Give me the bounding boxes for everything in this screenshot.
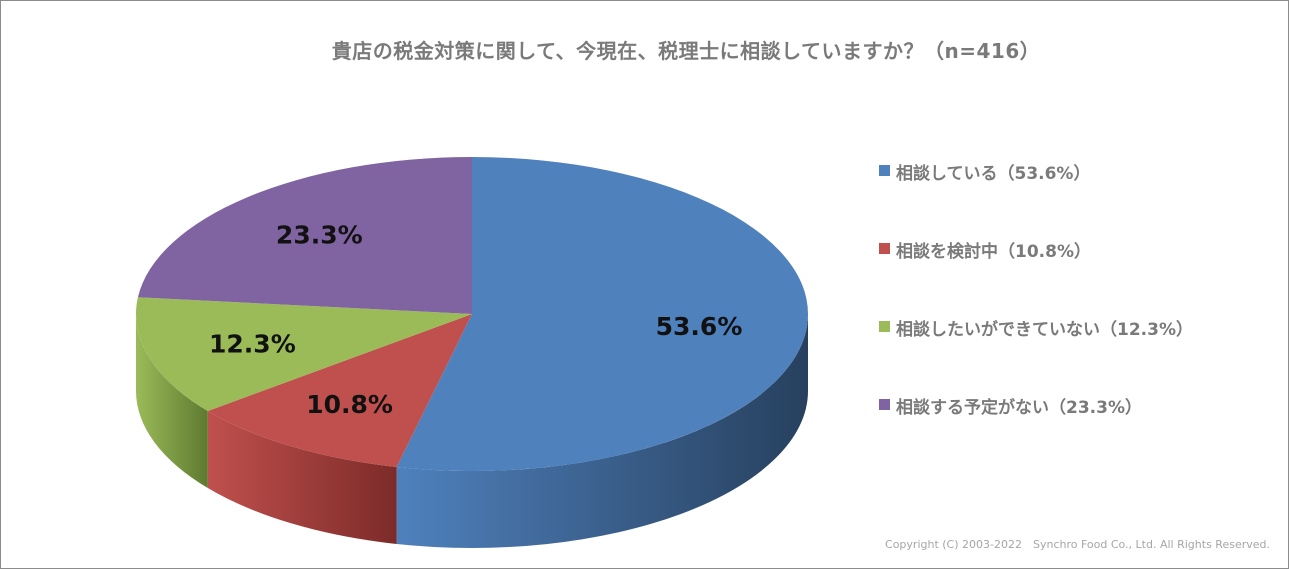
pie-side-want-but-cannot [136, 314, 208, 489]
pie-slice-no-plan [137, 157, 473, 314]
data-label-want-but-cannot: 12.3% [209, 329, 296, 358]
legend-swatch-consulting [879, 165, 890, 176]
legend-swatch-no-plan [879, 399, 890, 410]
data-label-considering: 10.8% [306, 390, 393, 419]
data-label-consulting: 53.6% [656, 312, 743, 341]
legend-swatch-want-but-cannot [879, 321, 890, 332]
legend-label-considering: 相談を検討中（10.8%） [896, 242, 1091, 262]
legend-swatch-considering [879, 243, 890, 254]
chart-title: 貴店の税金対策に関して、今現在、税理士に相談していますか？（n=416） [331, 39, 1041, 63]
pie-slice-want-but-cannot [136, 297, 472, 412]
pie-side-consulting [396, 314, 808, 548]
legend-label-no-plan: 相談する予定がない（23.3%） [896, 398, 1142, 418]
legend-label-want-but-cannot: 相談したいができていない（12.3%） [896, 320, 1193, 340]
copyright-notice: Copyright (C) 2003-2022 Synchro Food Co.… [885, 538, 1270, 551]
data-label-no-plan: 23.3% [276, 221, 363, 250]
pie-side-considering [207, 411, 397, 545]
pie-slice-considering [207, 314, 473, 468]
pie-slice-consulting [396, 157, 808, 471]
legend-label-consulting: 相談している（53.6%） [896, 164, 1091, 184]
